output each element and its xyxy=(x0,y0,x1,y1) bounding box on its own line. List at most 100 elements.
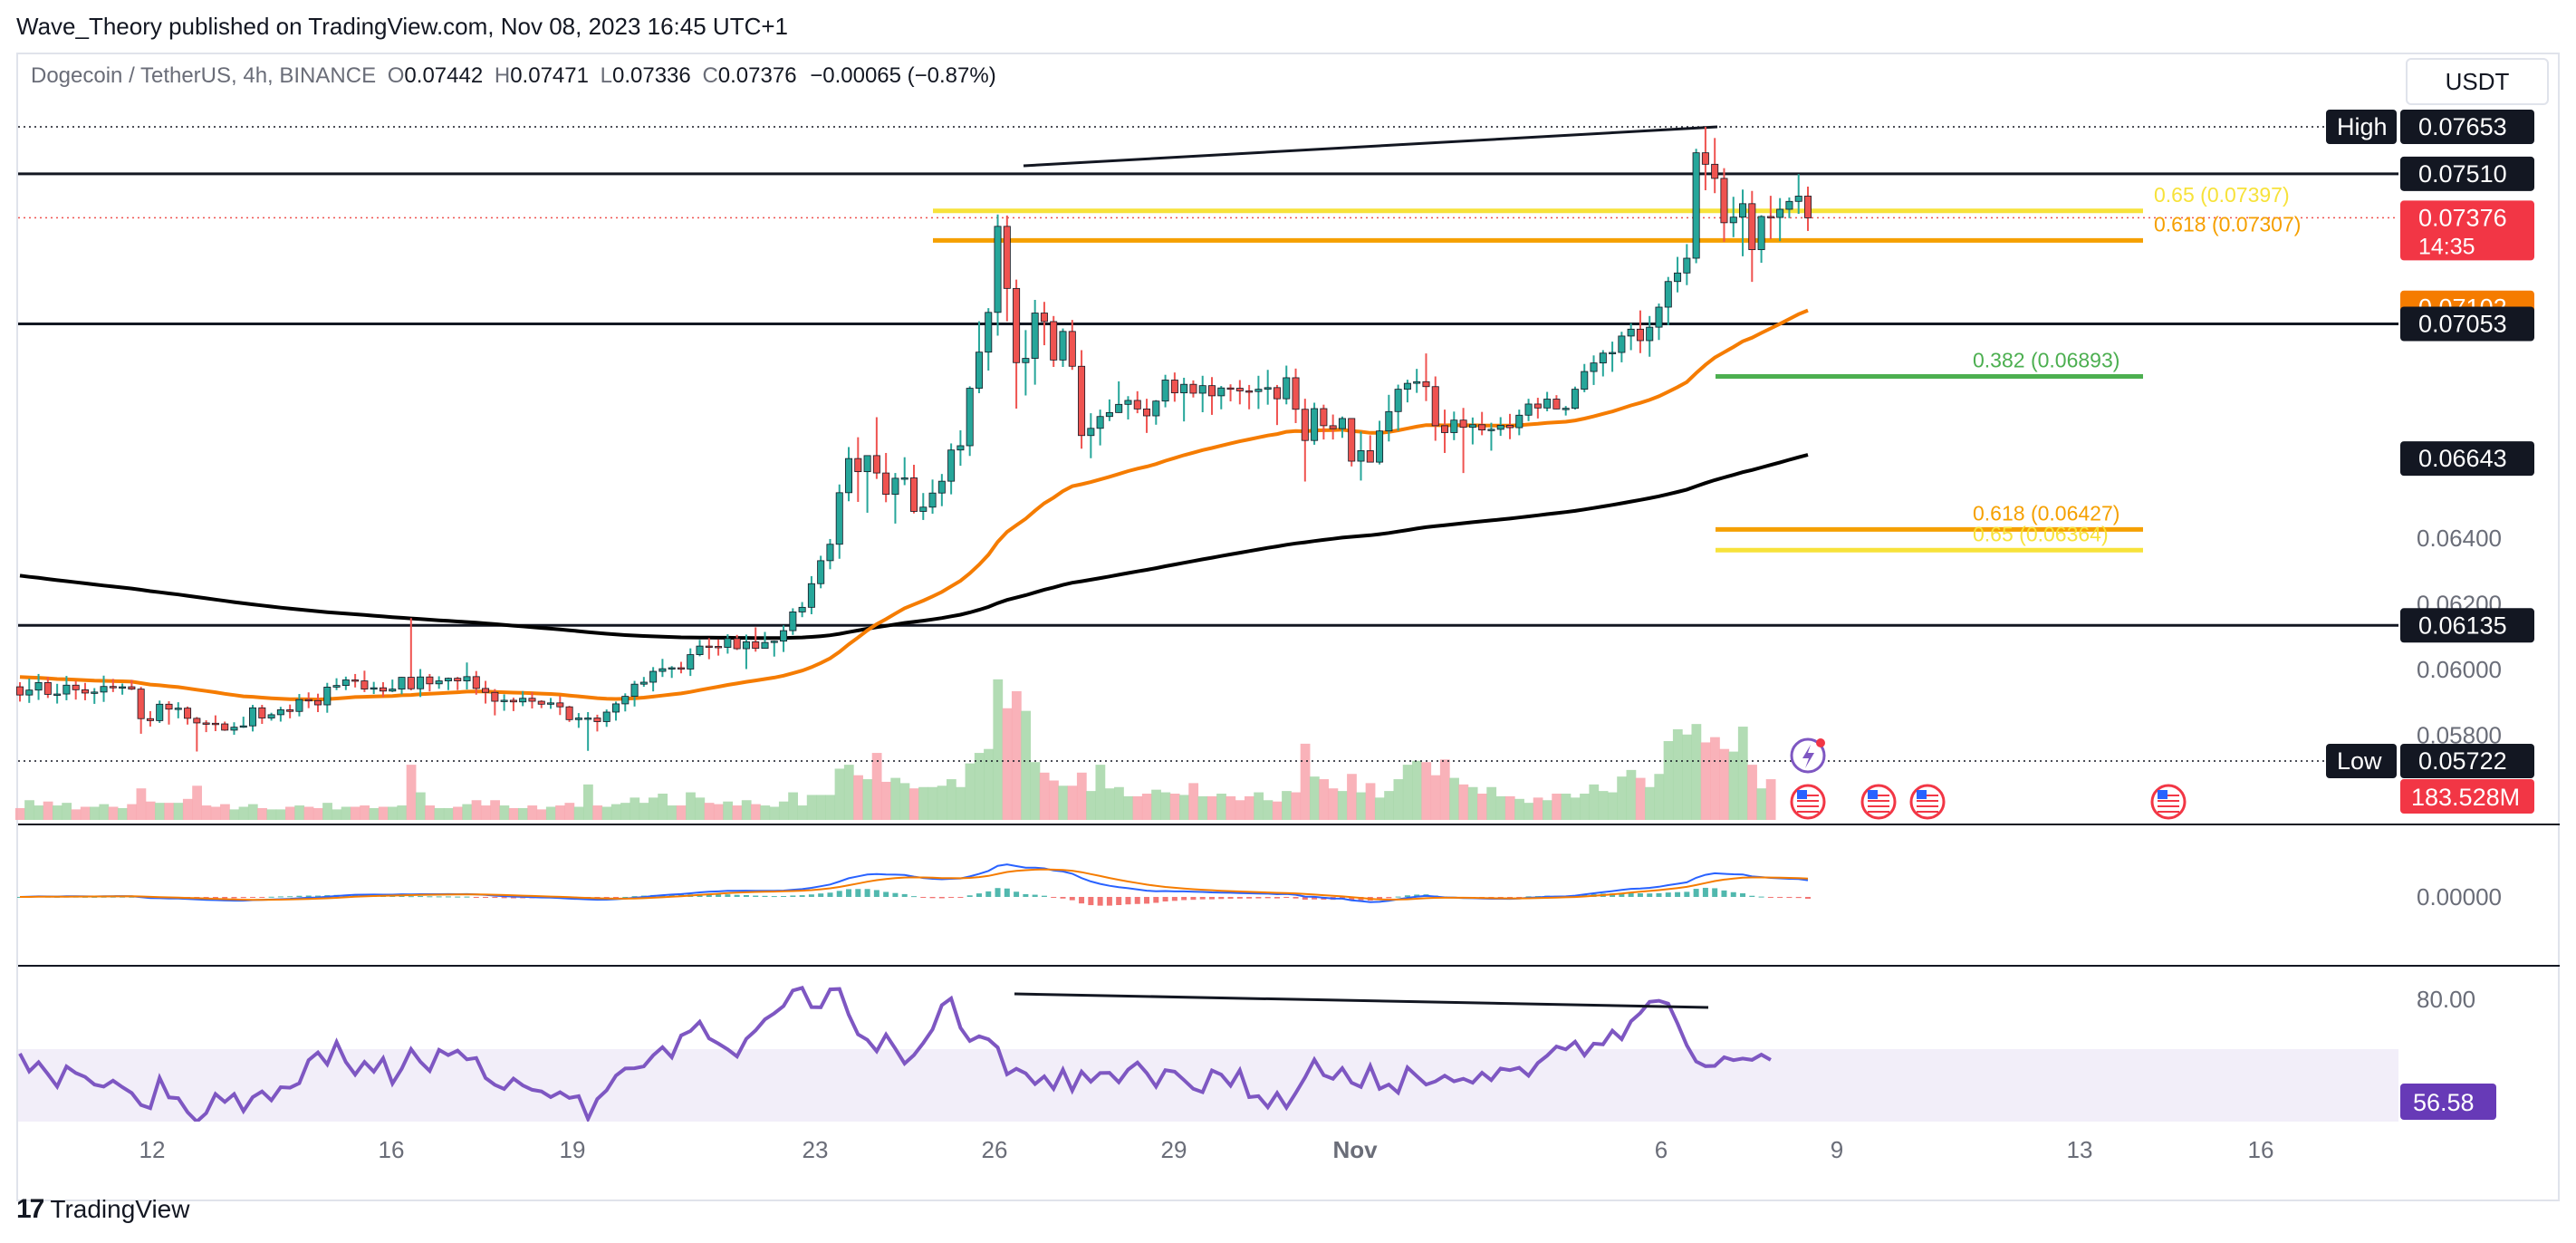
volume-bar xyxy=(1030,762,1041,820)
fib-level-label: 0.382 (0.06893) xyxy=(1973,349,2119,372)
volume-bar xyxy=(1197,795,1208,820)
price-marker-box xyxy=(2400,306,2534,342)
volume-bar xyxy=(1542,800,1552,820)
candle-body xyxy=(1618,335,1626,353)
macd-histogram-bar xyxy=(1386,897,1392,899)
macd-histogram-bar xyxy=(1125,897,1131,905)
volume-bar xyxy=(24,800,34,820)
candle-body xyxy=(491,691,499,702)
volume-bar xyxy=(1160,792,1171,820)
volume-bar xyxy=(1384,791,1394,820)
candle-body xyxy=(109,686,117,689)
macd-histogram-bar xyxy=(985,891,992,897)
candle-body xyxy=(1208,385,1216,397)
candle-body xyxy=(1133,400,1141,410)
candle-body xyxy=(1180,383,1188,394)
price-marker-value: 0.07510 xyxy=(2418,160,2507,188)
macd-histogram-bar xyxy=(929,897,936,899)
candle-body xyxy=(435,680,443,685)
macd-histogram-bar xyxy=(725,894,731,897)
macd-histogram-bar xyxy=(1106,897,1112,906)
candle-body xyxy=(1152,400,1160,417)
legend-close-label: C xyxy=(702,63,718,88)
candle-body xyxy=(407,677,415,689)
volume-bar xyxy=(471,800,482,820)
macd-histogram-bar xyxy=(716,894,722,897)
volume-bar xyxy=(1654,774,1665,820)
macd-histogram-bar xyxy=(1032,894,1038,897)
price-marker-value: 0.07053 xyxy=(2418,311,2507,338)
volume-bar xyxy=(1495,795,1506,820)
volume-bar xyxy=(620,803,630,820)
candles-layer xyxy=(15,127,1812,752)
candle-body xyxy=(1785,200,1793,210)
volume-bar xyxy=(760,805,771,820)
tradingview-logo[interactable]: 17 TradingView xyxy=(16,1194,189,1225)
candle-body xyxy=(351,679,360,682)
macd-histogram-bar xyxy=(259,897,265,898)
candle-body xyxy=(994,226,1002,313)
candle-body xyxy=(221,723,229,731)
volume-bar xyxy=(974,753,985,820)
candle-body xyxy=(1422,381,1430,388)
candle-body xyxy=(239,725,247,728)
candle-body xyxy=(593,718,601,722)
candle-body xyxy=(1292,377,1300,410)
volume-bar xyxy=(1049,780,1059,820)
candle-body xyxy=(1441,425,1449,433)
volume-bar xyxy=(99,804,110,820)
macd-histogram-bar xyxy=(445,896,451,898)
volume-bar xyxy=(853,775,863,820)
candle-body xyxy=(91,691,99,694)
rsi-value-label: 56.58 xyxy=(2413,1089,2475,1116)
macd-histogram-bar xyxy=(855,889,861,897)
candle-body xyxy=(1655,306,1663,328)
candle-body xyxy=(789,612,797,631)
volume-bar xyxy=(434,807,445,820)
macd-histogram-bar xyxy=(1218,897,1225,900)
volume-bar xyxy=(993,679,1004,820)
price-marker-tag-label: Low xyxy=(2337,747,2382,775)
currency-button[interactable]: USDT xyxy=(2406,58,2549,105)
macd-histogram-bar xyxy=(1004,888,1010,897)
candle-body xyxy=(826,544,834,562)
volume-bar xyxy=(545,806,556,820)
candle-body xyxy=(1506,425,1514,429)
volume-bar xyxy=(1393,779,1404,820)
candle-body xyxy=(53,693,62,696)
rsi-axis-label: 80.00 xyxy=(2417,986,2475,1013)
volume-bar xyxy=(360,805,370,820)
volume-bar xyxy=(1580,794,1590,820)
macd-histogram-bar xyxy=(1749,895,1755,897)
candle-body xyxy=(249,707,257,727)
volume-bar xyxy=(555,805,565,820)
macd-histogram-bar xyxy=(1404,895,1410,897)
candle-body xyxy=(1235,388,1244,391)
brand-name: TradingView xyxy=(50,1195,190,1223)
volume-bar xyxy=(1114,786,1124,820)
candle-body xyxy=(687,654,695,670)
us-flag-canton xyxy=(1917,790,1927,799)
candle-body xyxy=(537,700,545,705)
price-marker-tag-label: High xyxy=(2337,113,2388,140)
macd-histogram-bar xyxy=(268,896,274,898)
macd-histogram-bar xyxy=(1255,897,1262,899)
macd-histogram-bar xyxy=(995,888,1001,897)
price-marker-tag xyxy=(2326,110,2397,144)
candle-body xyxy=(752,641,760,650)
volume-bar xyxy=(462,804,473,820)
macd-histogram-bar xyxy=(473,897,479,898)
volume-bar xyxy=(984,748,994,820)
volume-bar xyxy=(229,809,240,820)
candle-body xyxy=(509,699,517,703)
volume-bar xyxy=(1710,737,1720,820)
macd-histogram-bar xyxy=(1209,897,1215,900)
macd-histogram-bar xyxy=(1302,897,1308,901)
candle-body xyxy=(500,699,508,702)
volume-bar xyxy=(1282,791,1292,820)
volume-bar xyxy=(695,797,706,820)
candle-body xyxy=(1264,387,1272,390)
time-axis-label: 23 xyxy=(803,1136,829,1163)
candle-body xyxy=(128,686,136,690)
